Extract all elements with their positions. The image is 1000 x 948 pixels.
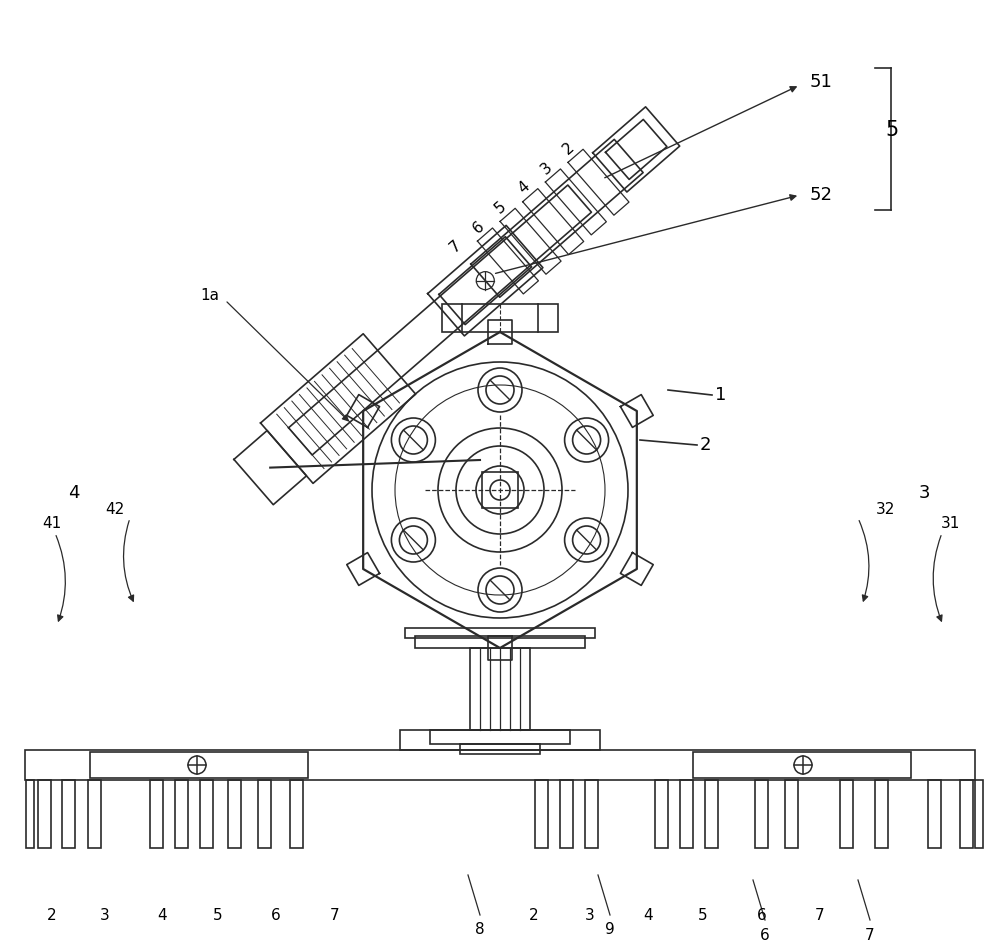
Text: 32: 32 (876, 502, 895, 518)
Text: 51: 51 (810, 73, 833, 91)
Bar (755, 780, 768, 848)
Bar (960, 780, 973, 848)
Text: 4: 4 (68, 484, 80, 502)
Bar (680, 780, 693, 848)
Text: 3: 3 (585, 907, 595, 922)
Bar (482, 472, 518, 508)
Bar (693, 752, 911, 778)
Text: 9: 9 (605, 922, 615, 938)
Bar (430, 730, 570, 744)
Bar (228, 780, 241, 848)
Bar (785, 780, 798, 848)
Bar (535, 780, 548, 848)
Text: 5: 5 (885, 120, 898, 140)
Bar (875, 780, 888, 848)
Bar (88, 780, 101, 848)
Bar (470, 648, 530, 730)
Text: 7: 7 (815, 907, 825, 922)
Text: 2: 2 (560, 139, 578, 157)
Bar (25, 750, 975, 780)
Bar (175, 780, 188, 848)
Bar (655, 780, 668, 848)
Bar (975, 780, 983, 848)
Bar (405, 628, 595, 638)
Bar (258, 780, 271, 848)
Text: 1: 1 (715, 386, 726, 404)
Bar (38, 780, 51, 848)
Text: 3: 3 (100, 907, 110, 922)
Bar (415, 636, 585, 648)
Bar (705, 780, 718, 848)
Bar (26, 780, 34, 848)
Text: 52: 52 (810, 186, 833, 204)
Text: 6: 6 (470, 218, 487, 236)
Bar (150, 780, 163, 848)
Bar (585, 780, 598, 848)
Text: 31: 31 (941, 516, 960, 531)
Text: 8: 8 (475, 922, 485, 938)
Text: 5: 5 (213, 907, 223, 922)
Text: 6: 6 (271, 907, 281, 922)
Bar (200, 780, 213, 848)
Text: 2: 2 (529, 907, 539, 922)
Text: 6: 6 (757, 907, 767, 922)
Bar (460, 744, 540, 754)
Text: 7: 7 (447, 238, 464, 256)
Text: 5: 5 (698, 907, 708, 922)
Text: 6: 6 (760, 927, 770, 942)
Text: 2: 2 (700, 436, 712, 454)
Text: 7: 7 (865, 927, 875, 942)
Bar (400, 730, 600, 750)
Text: 2: 2 (47, 907, 57, 922)
Bar (928, 780, 941, 848)
Bar (560, 780, 573, 848)
Text: 42: 42 (105, 502, 124, 518)
Bar (90, 752, 308, 778)
Text: 4: 4 (515, 179, 532, 196)
Text: 41: 41 (42, 516, 61, 531)
Bar (290, 780, 303, 848)
Text: 3: 3 (538, 159, 555, 177)
Text: 1a: 1a (200, 287, 219, 302)
Text: 4: 4 (157, 907, 167, 922)
Bar (840, 780, 853, 848)
Text: 3: 3 (918, 484, 930, 502)
Text: 4: 4 (643, 907, 653, 922)
Bar (442, 304, 558, 332)
Text: 5: 5 (492, 198, 510, 216)
Bar (62, 780, 75, 848)
Text: 7: 7 (330, 907, 340, 922)
